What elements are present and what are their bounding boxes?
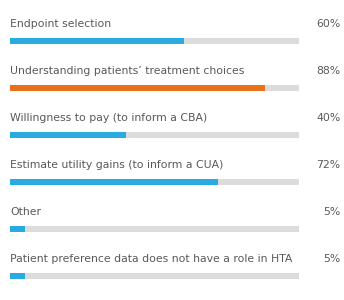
Text: Other: Other [10, 207, 41, 217]
Text: Patient preference data does not have a role in HTA: Patient preference data does not have a … [10, 254, 293, 264]
Text: 60%: 60% [316, 19, 341, 29]
Text: 88%: 88% [316, 66, 341, 76]
Bar [10, 226, 25, 232]
Text: 5%: 5% [323, 254, 341, 264]
Bar [10, 273, 299, 279]
Bar [10, 226, 299, 232]
Bar [10, 85, 299, 91]
Text: 72%: 72% [316, 160, 341, 170]
Bar [10, 132, 126, 138]
Text: Willingness to pay (to inform a CBA): Willingness to pay (to inform a CBA) [10, 113, 207, 123]
Text: Endpoint selection: Endpoint selection [10, 19, 111, 29]
Bar [10, 179, 218, 185]
Bar [10, 273, 25, 279]
Text: 5%: 5% [323, 207, 341, 217]
Bar [10, 38, 299, 44]
Bar [10, 179, 299, 185]
Text: Understanding patients’ treatment choices: Understanding patients’ treatment choice… [10, 66, 245, 76]
Bar [10, 85, 265, 91]
Bar [10, 38, 184, 44]
Bar [10, 132, 299, 138]
Text: 40%: 40% [316, 113, 341, 123]
Text: Estimate utility gains (to inform a CUA): Estimate utility gains (to inform a CUA) [10, 160, 224, 170]
